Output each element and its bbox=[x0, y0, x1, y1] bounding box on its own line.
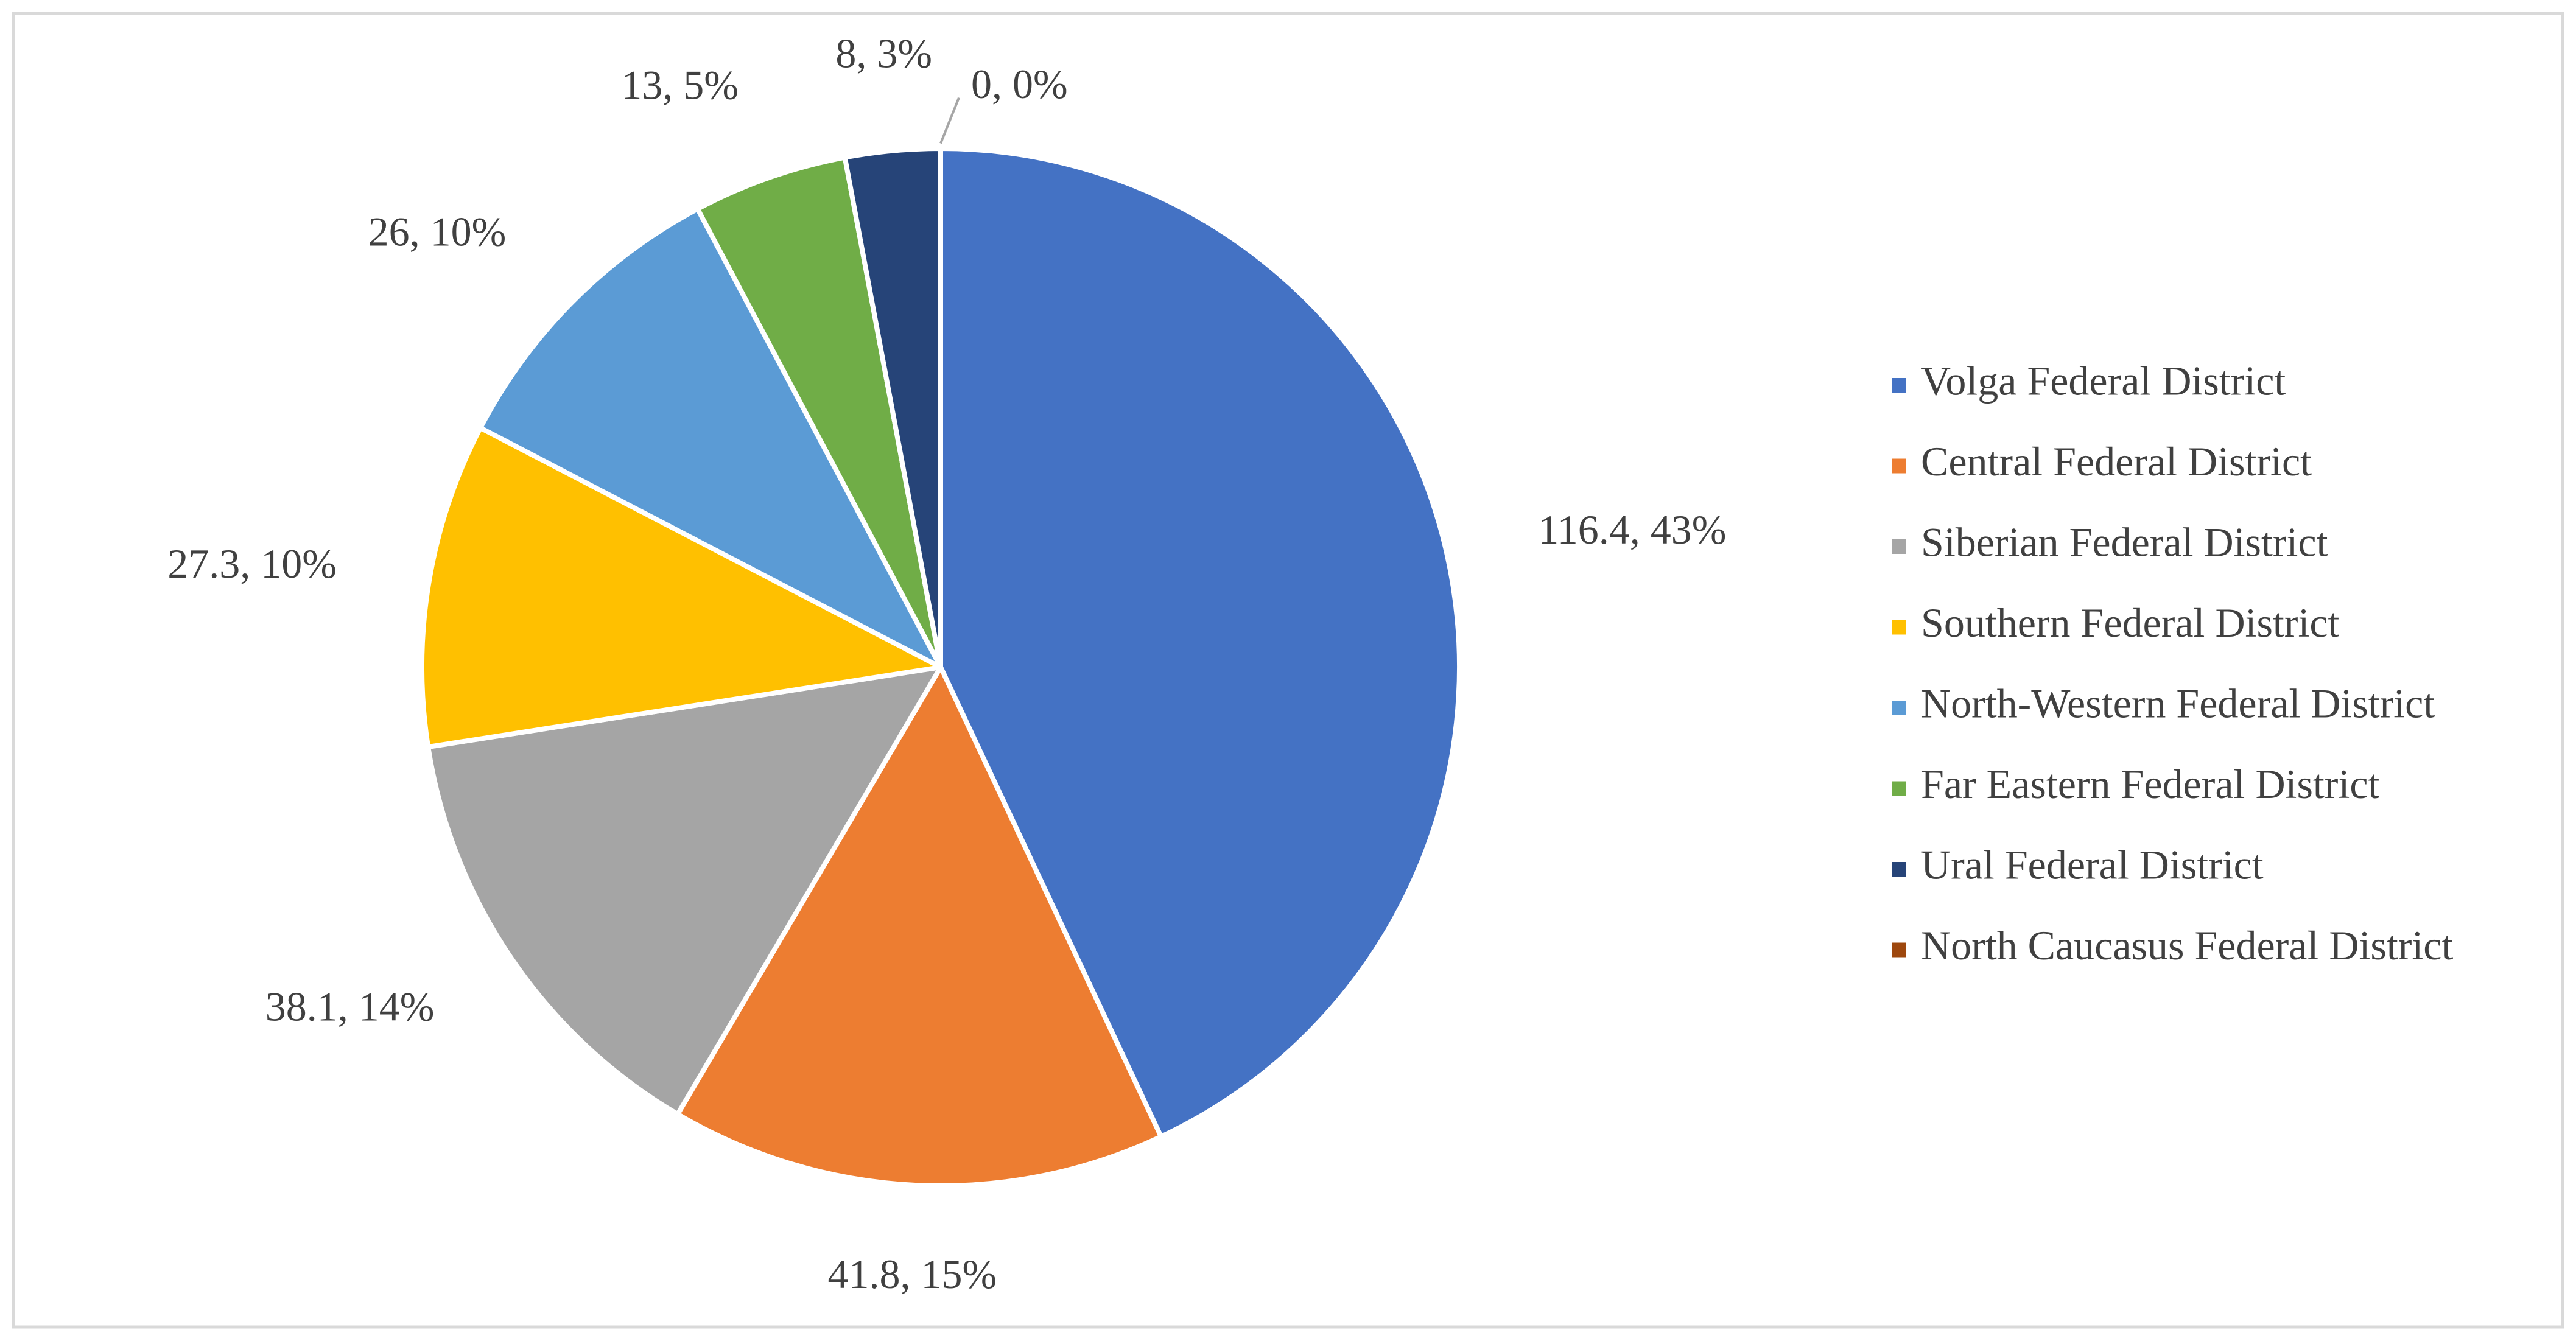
pie-slice bbox=[419, 425, 943, 750]
legend-label: Siberian Federal District bbox=[1921, 519, 2328, 565]
legend-marker bbox=[1892, 620, 1906, 635]
pie-slice bbox=[478, 206, 943, 670]
pie-slice bbox=[675, 665, 1164, 1188]
legend-marker bbox=[1892, 942, 1906, 958]
legend-marker bbox=[1892, 378, 1906, 393]
legend-marker bbox=[1892, 862, 1906, 877]
legend-marker bbox=[1892, 458, 1906, 474]
leader-line bbox=[939, 97, 960, 144]
data-label: 27.3, 10% bbox=[167, 541, 337, 587]
data-label: 13, 5% bbox=[621, 62, 739, 108]
pie-slice bbox=[695, 155, 943, 670]
legend-label: Ural Federal District bbox=[1921, 842, 2264, 888]
data-label: 0, 0% bbox=[971, 61, 1068, 107]
legend-label: Volga Federal District bbox=[1921, 358, 2286, 404]
pie-slice bbox=[426, 665, 943, 1117]
legend-marker bbox=[1892, 781, 1906, 796]
legend-label: Far Eastern Federal District bbox=[1921, 761, 2380, 807]
data-label: 38.1, 14% bbox=[265, 984, 435, 1030]
data-label: 8, 3% bbox=[835, 30, 932, 77]
data-label: 116.4, 43% bbox=[1538, 506, 1726, 553]
legend-marker bbox=[1892, 701, 1906, 715]
legend-label: North Caucasus Federal District bbox=[1921, 922, 2453, 968]
data-label: 26, 10% bbox=[368, 209, 507, 255]
pie-slice bbox=[938, 146, 1462, 1140]
legend-label: Central Federal District bbox=[1921, 438, 2312, 485]
legend-label: Southern Federal District bbox=[1921, 600, 2340, 646]
data-label: 41.8, 15% bbox=[828, 1251, 997, 1297]
legend-label: North-Western Federal District bbox=[1921, 681, 2435, 727]
legend-marker bbox=[1892, 539, 1906, 554]
